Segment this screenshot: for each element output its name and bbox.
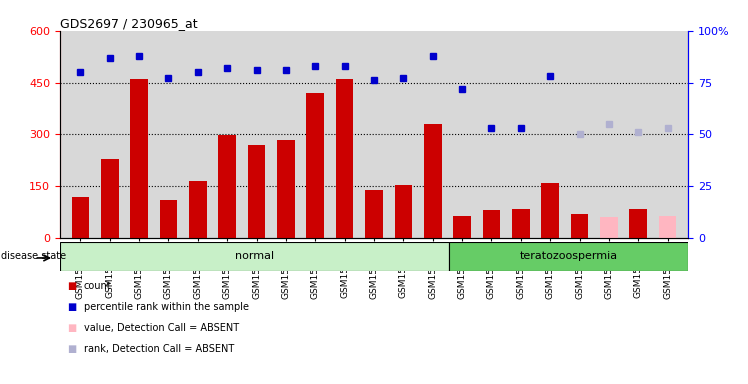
Bar xyxy=(218,135,236,238)
Text: value, Detection Call = ABSENT: value, Detection Call = ABSENT xyxy=(84,323,239,333)
Bar xyxy=(101,159,119,238)
Text: ■: ■ xyxy=(67,302,76,312)
Text: rank, Detection Call = ABSENT: rank, Detection Call = ABSENT xyxy=(84,344,234,354)
Text: ■: ■ xyxy=(67,323,76,333)
Bar xyxy=(424,124,441,238)
Text: disease state: disease state xyxy=(1,251,66,262)
Bar xyxy=(600,217,618,238)
Text: GDS2697 / 230965_at: GDS2697 / 230965_at xyxy=(60,17,197,30)
Text: percentile rank within the sample: percentile rank within the sample xyxy=(84,302,249,312)
Bar xyxy=(453,216,471,238)
Bar xyxy=(60,242,449,271)
Bar xyxy=(277,139,295,238)
Text: normal: normal xyxy=(235,251,274,262)
Bar xyxy=(72,197,89,238)
Bar xyxy=(336,79,354,238)
Bar xyxy=(449,242,688,271)
Bar xyxy=(512,209,530,238)
Bar xyxy=(248,145,266,238)
Bar xyxy=(542,183,559,238)
Text: teratozoospermia: teratozoospermia xyxy=(519,251,618,262)
Text: ■: ■ xyxy=(67,281,76,291)
Bar xyxy=(159,200,177,238)
Bar xyxy=(394,184,412,238)
Bar xyxy=(482,210,500,238)
Bar xyxy=(365,190,383,238)
Bar xyxy=(629,209,647,238)
Bar xyxy=(571,214,589,238)
Bar xyxy=(659,216,676,238)
Text: ■: ■ xyxy=(67,344,76,354)
Bar xyxy=(307,93,324,238)
Bar xyxy=(189,181,206,238)
Text: count: count xyxy=(84,281,111,291)
Bar xyxy=(130,79,148,238)
